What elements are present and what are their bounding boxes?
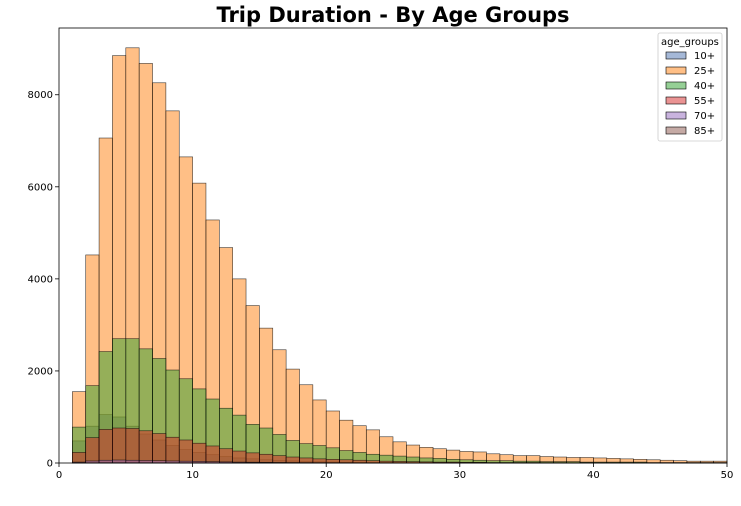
legend-label: 55+	[694, 96, 715, 107]
legend-label: 25+	[694, 66, 715, 77]
x-tick-label: 30	[453, 470, 466, 481]
legend-label: 10+	[694, 51, 715, 62]
legend: age_groups 10+ 25+ 40+ 55+ 70+ 85+	[657, 32, 723, 142]
bar	[245, 452, 260, 464]
bar	[259, 453, 274, 464]
bar	[178, 439, 193, 464]
legend-swatch	[665, 126, 687, 135]
y-tick-label: 0	[47, 459, 53, 470]
legend-label: 85+	[694, 126, 715, 137]
legend-swatch	[665, 111, 687, 120]
series-55plus	[72, 427, 728, 464]
chart-title: Trip Duration - By Age Groups	[216, 3, 569, 27]
bar	[285, 456, 300, 464]
axes-frame	[58, 27, 728, 464]
histogram-bars	[72, 47, 728, 464]
x-tick-label: 40	[587, 470, 600, 481]
bar	[219, 448, 233, 464]
legend-swatch	[665, 81, 687, 90]
legend-title: age_groups	[661, 37, 719, 48]
bar	[112, 427, 127, 464]
bar	[272, 455, 287, 464]
legend-swatch	[665, 51, 687, 60]
legend-swatch	[665, 66, 687, 75]
bar	[72, 452, 87, 464]
bar	[192, 442, 207, 464]
legend-label: 40+	[694, 81, 715, 92]
y-axis-ticks: 0 2000 4000 6000 8000	[28, 90, 59, 470]
bar	[232, 450, 247, 464]
x-tick-label: 0	[56, 470, 62, 481]
y-tick-label: 2000	[28, 366, 53, 377]
x-tick-label: 50	[721, 470, 734, 481]
bar	[299, 457, 314, 464]
y-tick-label: 4000	[28, 274, 53, 285]
bar	[85, 437, 100, 464]
bar	[98, 429, 113, 464]
bar	[152, 433, 167, 464]
bar	[138, 430, 153, 464]
x-tick-label: 20	[320, 470, 333, 481]
bar	[165, 436, 180, 464]
bar	[205, 445, 220, 464]
bar	[125, 428, 140, 464]
legend-label: 70+	[694, 111, 715, 122]
y-tick-label: 6000	[28, 182, 53, 193]
legend-items: 10+ 25+ 40+ 55+ 70+ 85+	[665, 51, 715, 137]
y-tick-label: 8000	[28, 90, 53, 101]
x-axis-ticks: 0 10 20 30 40 50	[56, 463, 734, 481]
x-tick-label: 10	[186, 470, 199, 481]
legend-swatch	[665, 96, 687, 105]
